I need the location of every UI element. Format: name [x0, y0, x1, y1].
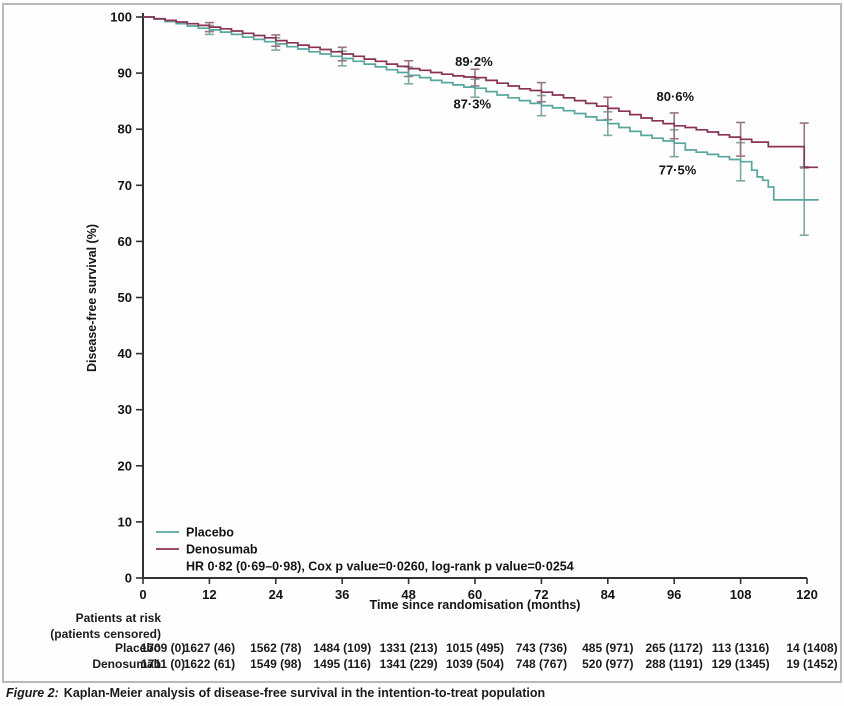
x-tick-label: 0 [139, 587, 146, 602]
risk-count-cell: 1549 (98) [250, 657, 302, 671]
landmark-annotation: 87·3% [453, 97, 491, 112]
x-tick-label: 60 [468, 587, 482, 602]
legend-stats-text: HR 0·82 (0·69–0·98), Cox p value=0·0260,… [186, 560, 574, 574]
risk-count-cell: 1562 (78) [250, 641, 302, 655]
risk-row-label-denosumab: Denosumab [92, 657, 161, 671]
figure-caption-prefix: Figure 2: [6, 686, 59, 700]
landmark-annotation: 80·6% [657, 89, 695, 104]
legend-label-placebo: Placebo [186, 526, 234, 540]
y-tick-label: 50 [118, 290, 132, 305]
figure-caption-text: Kaplan-Meier analysis of disease-free su… [63, 686, 546, 700]
risk-count-cell: 1711 (0) [140, 657, 186, 671]
y-tick-label: 40 [118, 346, 132, 361]
x-tick-label: 12 [202, 587, 216, 602]
risk-count-cell: 14 (1408) [786, 641, 838, 655]
landmark-annotation: 77·5% [659, 163, 697, 178]
x-tick-label: 48 [401, 587, 415, 602]
risk-count-cell: 1015 (495) [445, 641, 505, 655]
risk-count-cell: 743 (736) [515, 641, 568, 655]
y-axis-title: Disease-free survival (%) [85, 224, 99, 372]
y-tick-label: 70 [118, 178, 132, 193]
figure-caption: Figure 2: Kaplan-Meier analysis of diseas… [6, 686, 545, 700]
risk-count-cell: 1709 (0) [140, 641, 186, 655]
x-tick-label: 36 [335, 587, 349, 602]
survival-curve-placebo [143, 16, 819, 201]
y-tick-label: 60 [118, 234, 132, 249]
risk-table-subtitle: (patients censored) [50, 627, 161, 641]
x-tick-label: 84 [601, 587, 616, 602]
risk-count-cell: 1495 (116) [313, 657, 371, 671]
x-axis-title: Time since randomisation (months) [370, 598, 581, 612]
risk-row-label-placebo: Placebo [114, 641, 161, 655]
risk-count-cell: 288 (1191) [645, 657, 703, 671]
km-plot: 0 10 20 30 40 50 60 70 80 90 100 0 12 24 36 48 60 72 84 96 1… [85, 10, 819, 612]
risk-count-cell: 265 (1172) [645, 641, 703, 655]
x-tick-label: 120 [796, 587, 818, 602]
risk-count-cell: 1484 (109) [313, 641, 372, 655]
y-tick-label: 100 [110, 10, 132, 25]
risk-count-cell: 113 (1316) [711, 641, 770, 655]
x-tick-label: 96 [667, 587, 681, 602]
y-tick-label: 30 [118, 402, 132, 417]
risk-count-cell: 129 (1345) [711, 657, 770, 671]
risk-count-cell: 19 (1452) [786, 657, 838, 671]
risk-count-cell: 485 (971) [582, 641, 634, 655]
x-tick-label: 24 [269, 587, 284, 602]
y-tick-label: 90 [118, 66, 132, 81]
landmark-annotation: 89·2% [455, 54, 493, 69]
risk-count-cell: 1627 (46) [183, 641, 236, 655]
risk-count-cell: 1331 (213) [379, 641, 438, 655]
y-tick-label: 0 [125, 571, 132, 586]
y-tick-label: 20 [118, 458, 132, 473]
x-tick-label: 72 [534, 587, 548, 602]
risk-count-cell: 1622 (61) [183, 657, 236, 671]
x-tick-label: 108 [730, 587, 752, 602]
y-tick-label: 80 [118, 122, 132, 137]
legend: Placebo Denosumab HR 0·82 (0·69–0·98), C… [156, 526, 574, 574]
risk-count-cell: 1039 (504) [445, 657, 505, 671]
risk-count-cell: 520 (977) [582, 657, 634, 671]
legend-label-denosumab: Denosumab [186, 543, 258, 557]
risk-count-cell: 748 (767) [515, 657, 568, 671]
risk-table-title: Patients at risk [75, 611, 161, 625]
y-tick-label: 10 [118, 514, 132, 529]
survival-curve-denosumab [143, 16, 819, 169]
risk-count-cell: 1341 (229) [379, 657, 438, 671]
